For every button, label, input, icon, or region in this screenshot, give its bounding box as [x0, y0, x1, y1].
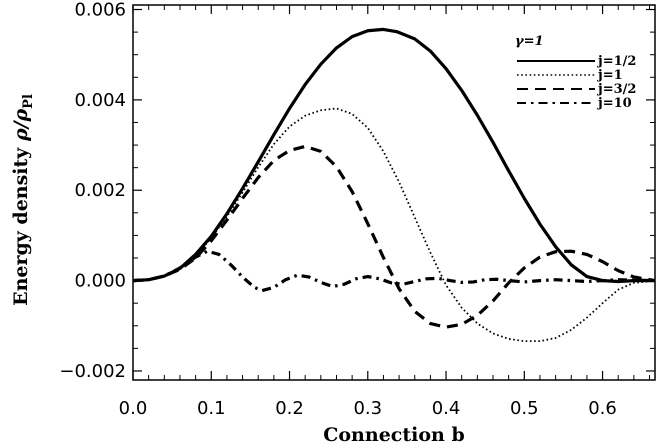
- axis-ticks: [132, 5, 655, 380]
- legend-title: γ=1: [515, 34, 544, 49]
- plot-frame: [132, 4, 656, 381]
- plot-border: [132, 4, 656, 381]
- x-axis-title: Connection b: [323, 424, 464, 446]
- curves: [132, 27, 656, 343]
- x-tick-label: 0.4: [432, 398, 461, 419]
- y-axis-title: Energy density ρ/ρPl: [10, 94, 36, 306]
- y-tick-label: 0.002: [74, 180, 126, 201]
- series-line-0: [132, 27, 655, 284]
- x-tick-label: 0.5: [510, 398, 539, 419]
- series-line-3: [132, 249, 656, 293]
- legend-label-0: j=1/2: [597, 54, 636, 69]
- series-line-1: [132, 107, 656, 343]
- y-tick-label: −0.002: [59, 361, 126, 382]
- series-line-2: [132, 144, 656, 329]
- x-tick-label: 0.1: [197, 398, 226, 419]
- x-tick-label: 0.2: [275, 398, 304, 419]
- legend: γ=1 j=1/2j=1j=3/2j=10: [515, 34, 636, 111]
- tick-labels: 0.0 0.1 0.2 0.3 0.4 0.5 0.6 −0.002 0.000 0.002 0.0…: [59, 0, 617, 419]
- legend-label-1: j=1: [597, 68, 623, 83]
- y-tick-label: 0.000: [74, 271, 126, 292]
- legend-label-3: j=10: [597, 96, 632, 111]
- y-tick-label: 0.006: [74, 0, 126, 21]
- y-tick-label: 0.004: [74, 90, 126, 111]
- x-tick-label: 0.6: [588, 398, 617, 419]
- legend-label-2: j=3/2: [597, 82, 636, 97]
- x-tick-label: 0.3: [353, 398, 382, 419]
- x-tick-label: 0.0: [119, 398, 148, 419]
